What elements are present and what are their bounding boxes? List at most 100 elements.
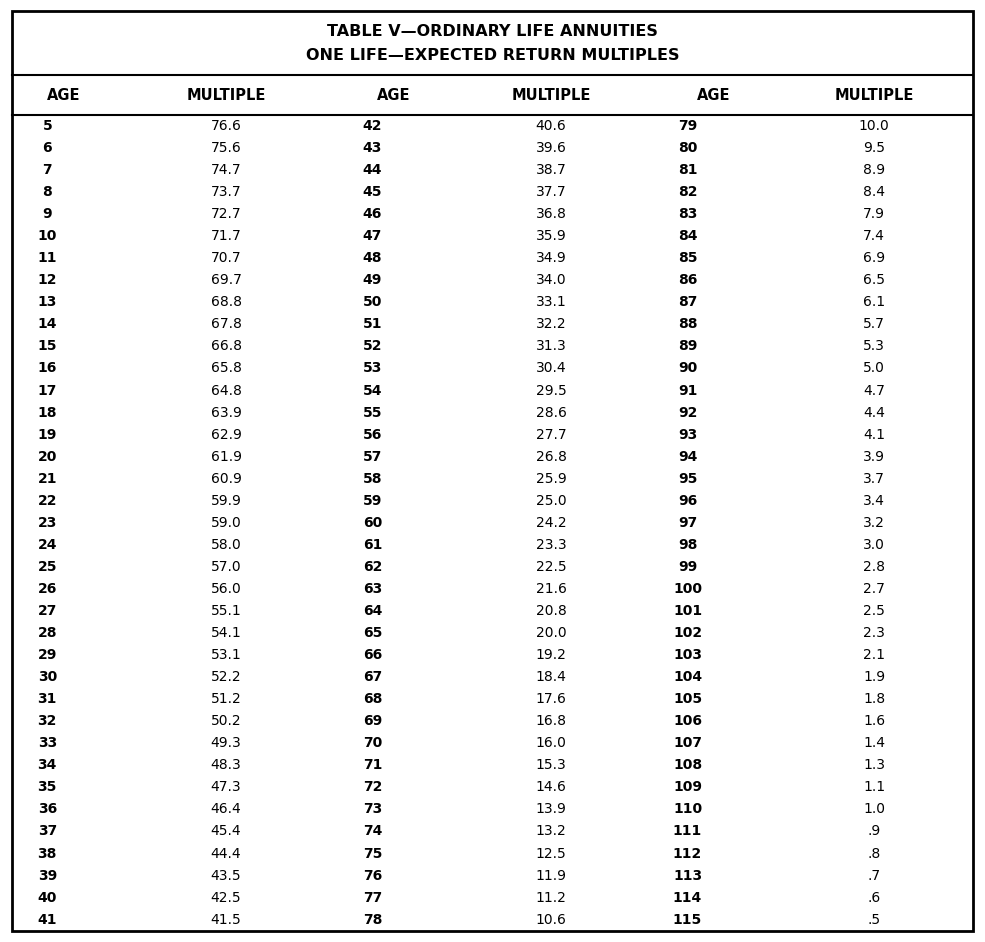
Text: 76.6: 76.6 bbox=[211, 119, 241, 133]
Text: 23.3: 23.3 bbox=[536, 538, 566, 552]
Text: 1.4: 1.4 bbox=[863, 737, 886, 750]
Text: 24: 24 bbox=[37, 538, 57, 552]
Text: 13: 13 bbox=[37, 296, 57, 309]
Text: 13.2: 13.2 bbox=[536, 824, 566, 838]
Text: 57: 57 bbox=[362, 449, 382, 463]
Text: 8.9: 8.9 bbox=[863, 163, 886, 177]
Text: 6: 6 bbox=[42, 141, 52, 155]
Text: 5.3: 5.3 bbox=[863, 339, 886, 353]
Text: 97: 97 bbox=[678, 516, 697, 529]
Text: 25.0: 25.0 bbox=[536, 494, 566, 508]
Text: 20.8: 20.8 bbox=[536, 604, 566, 618]
Text: 105: 105 bbox=[673, 692, 702, 706]
Text: 60: 60 bbox=[362, 516, 382, 529]
Text: 47.3: 47.3 bbox=[211, 780, 241, 794]
Text: 38: 38 bbox=[37, 847, 57, 861]
Text: 50.2: 50.2 bbox=[211, 714, 241, 728]
Text: 24.2: 24.2 bbox=[536, 516, 566, 529]
Text: 113: 113 bbox=[673, 869, 702, 883]
Text: 92: 92 bbox=[678, 406, 697, 419]
Text: 49.3: 49.3 bbox=[211, 737, 241, 750]
Text: 9: 9 bbox=[42, 207, 52, 221]
Text: 1.3: 1.3 bbox=[863, 758, 886, 772]
Text: 69.7: 69.7 bbox=[211, 273, 241, 287]
Text: 10.6: 10.6 bbox=[536, 913, 566, 927]
Text: 18.4: 18.4 bbox=[536, 670, 566, 684]
Text: 43.5: 43.5 bbox=[211, 869, 241, 883]
Text: 55.1: 55.1 bbox=[211, 604, 241, 618]
Text: 98: 98 bbox=[678, 538, 697, 552]
Text: 4.1: 4.1 bbox=[863, 428, 886, 442]
Text: 42: 42 bbox=[362, 119, 382, 133]
Text: 43: 43 bbox=[362, 141, 382, 155]
Text: 91: 91 bbox=[678, 383, 697, 398]
Text: 70.7: 70.7 bbox=[211, 252, 241, 266]
Text: 53: 53 bbox=[362, 362, 382, 376]
Text: 39.6: 39.6 bbox=[536, 141, 566, 155]
Text: 108: 108 bbox=[673, 758, 702, 772]
Text: 6.9: 6.9 bbox=[863, 252, 886, 266]
Text: 86: 86 bbox=[678, 273, 697, 287]
Text: 35.9: 35.9 bbox=[536, 229, 566, 243]
Text: 19: 19 bbox=[37, 428, 57, 442]
Text: 63.9: 63.9 bbox=[211, 406, 241, 419]
Text: 33: 33 bbox=[37, 737, 57, 750]
Text: 83: 83 bbox=[678, 207, 697, 221]
Text: 73.7: 73.7 bbox=[211, 185, 241, 199]
Text: 19.2: 19.2 bbox=[536, 648, 566, 662]
Text: 27: 27 bbox=[37, 604, 57, 618]
Text: 32: 32 bbox=[37, 714, 57, 728]
Text: 27.7: 27.7 bbox=[536, 428, 566, 442]
Text: 7.4: 7.4 bbox=[863, 229, 886, 243]
Text: 31.3: 31.3 bbox=[536, 339, 566, 353]
Text: 16.0: 16.0 bbox=[536, 737, 566, 750]
Text: 41.5: 41.5 bbox=[211, 913, 241, 927]
Text: 3.7: 3.7 bbox=[863, 472, 886, 486]
Text: 84: 84 bbox=[678, 229, 697, 243]
Text: 100: 100 bbox=[673, 582, 702, 596]
Text: 4.4: 4.4 bbox=[863, 406, 886, 419]
Text: 69: 69 bbox=[362, 714, 382, 728]
Text: 31: 31 bbox=[37, 692, 57, 706]
Text: 2.7: 2.7 bbox=[863, 582, 886, 596]
Text: MULTIPLE: MULTIPLE bbox=[186, 88, 266, 103]
Text: 59: 59 bbox=[362, 494, 382, 508]
Text: 20.0: 20.0 bbox=[536, 626, 566, 640]
Text: 60.9: 60.9 bbox=[211, 472, 241, 486]
Text: AGE: AGE bbox=[696, 88, 731, 103]
Text: 30.4: 30.4 bbox=[536, 362, 566, 376]
Text: 66.8: 66.8 bbox=[211, 339, 241, 353]
Text: 40.6: 40.6 bbox=[536, 119, 566, 133]
Text: MULTIPLE: MULTIPLE bbox=[511, 88, 591, 103]
Text: 10: 10 bbox=[37, 229, 57, 243]
Text: 70: 70 bbox=[362, 737, 382, 750]
Text: 103: 103 bbox=[673, 648, 702, 662]
Text: 1.8: 1.8 bbox=[863, 692, 886, 706]
Text: 77: 77 bbox=[362, 890, 382, 904]
Text: 5: 5 bbox=[42, 119, 52, 133]
Text: 51: 51 bbox=[362, 317, 382, 332]
Text: 45: 45 bbox=[362, 185, 382, 199]
Text: 71.7: 71.7 bbox=[211, 229, 241, 243]
Text: 95: 95 bbox=[678, 472, 697, 486]
Text: 53.1: 53.1 bbox=[211, 648, 241, 662]
Text: 114: 114 bbox=[673, 890, 702, 904]
Text: 11.2: 11.2 bbox=[536, 890, 566, 904]
Text: 3.2: 3.2 bbox=[863, 516, 886, 529]
Text: 45.4: 45.4 bbox=[211, 824, 241, 838]
Text: 61: 61 bbox=[362, 538, 382, 552]
Text: 75: 75 bbox=[362, 847, 382, 861]
Text: 90: 90 bbox=[678, 362, 697, 376]
Text: 3.0: 3.0 bbox=[863, 538, 886, 552]
Text: 26: 26 bbox=[37, 582, 57, 596]
Text: 76: 76 bbox=[362, 869, 382, 883]
Text: 72: 72 bbox=[362, 780, 382, 794]
Text: 38.7: 38.7 bbox=[536, 163, 566, 177]
Text: 30: 30 bbox=[37, 670, 57, 684]
Text: 58.0: 58.0 bbox=[211, 538, 241, 552]
Text: 52: 52 bbox=[362, 339, 382, 353]
Text: 44: 44 bbox=[362, 163, 382, 177]
Text: 50: 50 bbox=[362, 296, 382, 309]
Text: 55: 55 bbox=[362, 406, 382, 419]
Text: 111: 111 bbox=[673, 824, 702, 838]
